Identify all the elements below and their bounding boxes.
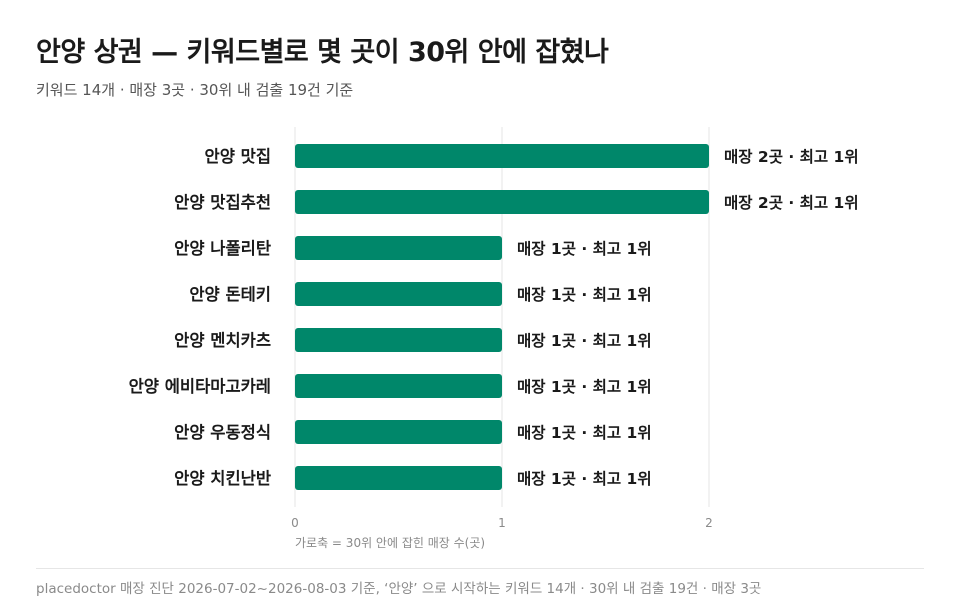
data-label: 매장 1곳 · 최고 1위 [517, 377, 652, 396]
category-label: 안양 우동정식 [174, 423, 271, 442]
category-label: 안양 나폴리탄 [174, 239, 271, 258]
bar [295, 374, 502, 398]
bar [295, 420, 502, 444]
category-label: 안양 돈테키 [189, 285, 271, 304]
footer-note: placedoctor 매장 진단 2026-07-02~2026-08-03 … [36, 581, 762, 597]
category-label: 안양 에비타마고카레 [129, 377, 271, 396]
data-label: 매장 1곳 · 최고 1위 [517, 239, 652, 258]
data-label: 매장 1곳 · 최고 1위 [517, 469, 652, 488]
x-tick-label: 0 [291, 516, 299, 530]
x-tick-label: 1 [498, 516, 506, 530]
x-axis-label: 가로축 = 30위 안에 잡힌 매장 수(곳) [295, 536, 485, 550]
footer-divider [36, 568, 924, 569]
data-label: 매장 1곳 · 최고 1위 [517, 423, 652, 442]
data-label: 매장 2곳 · 최고 1위 [724, 147, 859, 166]
category-label: 안양 치킨난반 [174, 469, 271, 488]
data-label: 매장 2곳 · 최고 1위 [724, 193, 859, 212]
data-label: 매장 1곳 · 최고 1위 [517, 285, 652, 304]
data-label: 매장 1곳 · 최고 1위 [517, 331, 652, 350]
bar [295, 190, 709, 214]
category-label: 안양 맛집추천 [174, 193, 271, 212]
category-label: 안양 멘치카츠 [174, 331, 271, 350]
category-label: 안양 맛집 [205, 147, 271, 166]
bar [295, 144, 709, 168]
page-subtitle: 키워드 14개 · 매장 3곳 · 30위 내 검출 19건 기준 [36, 81, 354, 99]
bar [295, 466, 502, 490]
x-tick-label: 2 [705, 516, 713, 530]
bar [295, 236, 502, 260]
page-title: 안양 상권 — 키워드별로 몇 곳이 30위 안에 잡혔나 [36, 37, 609, 68]
bar [295, 282, 502, 306]
bar [295, 328, 502, 352]
